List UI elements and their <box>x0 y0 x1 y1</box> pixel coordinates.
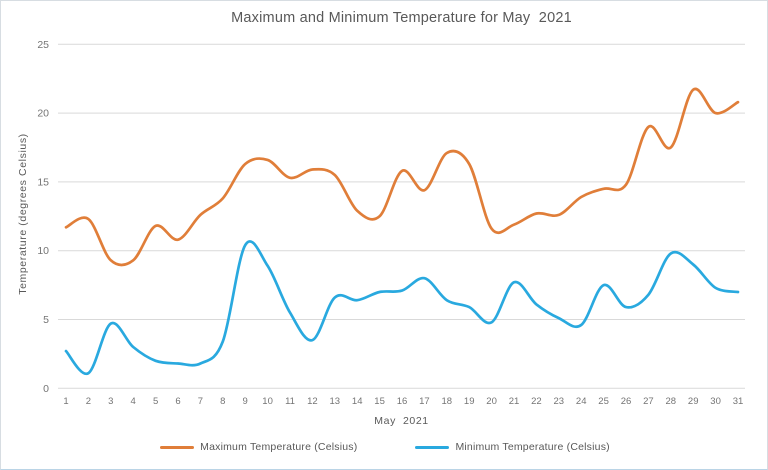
y-tick-label: 10 <box>37 245 49 257</box>
x-tick-label: 28 <box>666 396 677 407</box>
min-temperature-line-swatch-icon <box>415 445 450 449</box>
x-tick-label: 5 <box>153 396 158 407</box>
x-tick-label: 11 <box>285 396 295 407</box>
y-tick-label: 15 <box>37 176 49 188</box>
x-tick-label: 16 <box>397 396 408 407</box>
x-axis-title: May 2021 <box>374 415 429 427</box>
x-tick-label: 25 <box>598 396 609 407</box>
max-temperature-line-swatch-icon <box>160 445 195 449</box>
x-tick-label: 21 <box>509 396 520 407</box>
x-tick-label: 26 <box>621 396 632 407</box>
x-tick-label: 27 <box>643 396 654 407</box>
x-tick-label: 2 <box>86 396 91 407</box>
x-tick-label: 7 <box>198 396 203 407</box>
y-tick-label: 20 <box>37 108 49 120</box>
min-temperature-line <box>64 240 740 376</box>
x-tick-label: 6 <box>175 396 180 407</box>
y-tick-label: 0 <box>43 383 49 395</box>
legend-item-min-temperature: Minimum Temperature (Celsius) <box>415 441 610 453</box>
x-tick-label: 14 <box>352 396 363 407</box>
x-tick-label: 4 <box>131 396 136 407</box>
chart-title: Maximum and Minimum Temperature for May … <box>231 10 572 26</box>
legend-label-min-temperature: Minimum Temperature (Celsius) <box>455 441 610 453</box>
x-tick-label: 30 <box>710 396 721 407</box>
x-tick-label: 10 <box>262 396 273 407</box>
x-tick-label: 23 <box>554 396 565 407</box>
max-temperature-line <box>64 87 740 267</box>
x-tick-label: 19 <box>464 396 475 407</box>
legend-label-max-temperature: Maximum Temperature (Celsius) <box>200 441 358 453</box>
x-tick-label: 17 <box>419 396 430 407</box>
x-tick-label: 13 <box>330 396 341 407</box>
x-tick-label: 3 <box>108 396 113 407</box>
x-tick-label: 1 <box>63 396 68 407</box>
x-tick-label: 24 <box>576 396 587 407</box>
y-tick-label: 25 <box>37 39 49 51</box>
x-tick-label: 29 <box>688 396 699 407</box>
x-tick-label: 8 <box>220 396 225 407</box>
x-tick-label: 15 <box>374 396 385 407</box>
legend-item-max-temperature: Maximum Temperature (Celsius) <box>160 441 357 453</box>
x-tick-label: 18 <box>442 396 453 407</box>
x-tick-label: 31 <box>733 396 744 407</box>
y-tick-label: 5 <box>43 314 49 326</box>
x-tick-label: 22 <box>531 396 542 407</box>
x-tick-label: 12 <box>307 396 318 407</box>
x-tick-label: 9 <box>243 396 248 407</box>
x-tick-label: 20 <box>486 396 497 407</box>
chart-legend: Maximum Temperature (Celsius) Minimum Te… <box>1 441 767 453</box>
